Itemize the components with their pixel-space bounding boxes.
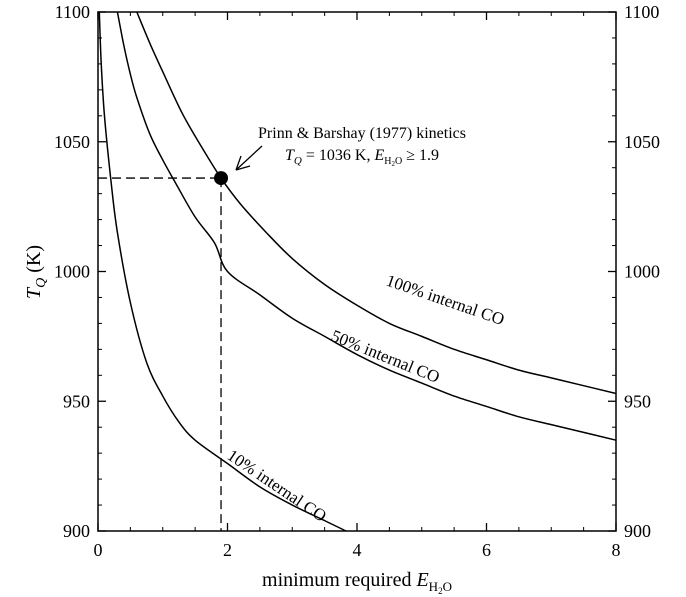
right-y-tick-label: 950 (624, 391, 651, 411)
right-y-tick-label: 1000 (624, 262, 660, 282)
annotation-value: = 1036 K, (302, 147, 375, 164)
y-tick-label: 1100 (55, 2, 90, 22)
annotation-line-2: TQ = 1036 K, EH2O ≥ 1.9 (285, 147, 439, 168)
x-tick-label: 2 (223, 540, 232, 560)
highlight-point (214, 171, 229, 186)
y-tick-label: 1050 (54, 132, 90, 152)
guide-lines (98, 177, 222, 531)
x-tick-label: 0 (94, 540, 103, 560)
left-y-ticks: 900 950 1000 1050 1100 (54, 2, 106, 541)
x-ticks: 0 2 4 6 8 (94, 12, 621, 560)
y-tick-label: 900 (63, 521, 90, 541)
x-axis-symbol: E (415, 569, 428, 591)
plot-frame (97, 11, 617, 532)
x-tick-label: 6 (482, 540, 491, 560)
y-tick-label: 950 (63, 391, 90, 411)
x-axis-sub-o: O (443, 579, 452, 594)
curve-label-10: 10% internal CO (224, 446, 330, 526)
x-axis-sub-2: 2 (438, 586, 443, 596)
annotation-sub-2: 2 (391, 160, 395, 168)
series-lines (98, 11, 617, 532)
svg-text:TQ (K): TQ (K) (23, 245, 49, 299)
annotation-q: Q (294, 155, 302, 167)
right-y-ticks: 900 950 1000 1050 1100 (608, 2, 660, 541)
curve-label-50: 50% internal CO (329, 326, 443, 387)
annotation-sub-h: H (384, 156, 391, 167)
y-axis-unit: (K) (23, 245, 45, 278)
highlight-marker (214, 171, 229, 186)
series-line-100 (136, 11, 617, 395)
curve-label-100: 100% internal CO (384, 271, 507, 329)
annotation-t: T (285, 147, 295, 164)
x-tick-label: 4 (353, 540, 362, 560)
right-y-tick-label: 1050 (624, 132, 660, 152)
series-line-10 (98, 11, 347, 532)
x-axis-title: minimum required EH2O (262, 569, 452, 596)
annotation-sub-o: O (395, 156, 402, 167)
y-axis-title: TQ (K) (23, 245, 49, 299)
annotation-arrow (235, 145, 263, 171)
right-y-tick-label: 1100 (624, 2, 659, 22)
series-line-50 (116, 11, 617, 441)
annotation-line-1: Prinn & Barshay (1977) kinetics (258, 125, 466, 142)
y-axis-symbol: T (23, 286, 45, 299)
y-axis-subscript: Q (34, 278, 49, 288)
x-axis-sub-h: H (429, 579, 438, 594)
y-tick-label: 1000 (54, 262, 90, 282)
x-axis-prefix: minimum required (262, 569, 416, 591)
annotation-end: ≥ 1.9 (402, 147, 439, 164)
right-y-tick-label: 900 (624, 521, 651, 541)
annotation-e: E (373, 147, 384, 164)
x-tick-label: 8 (612, 540, 621, 560)
